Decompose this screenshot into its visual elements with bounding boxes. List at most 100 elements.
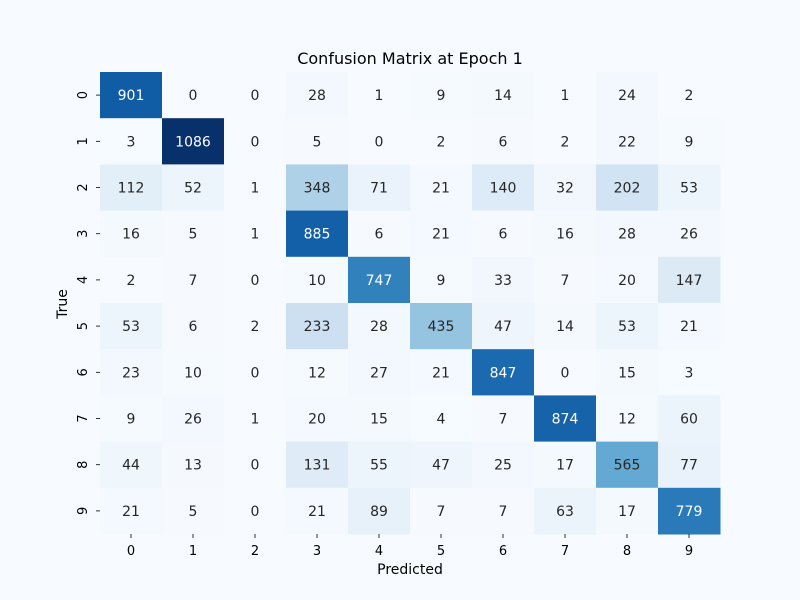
heatmap-cell (100, 72, 163, 119)
cell-value-label: 10 (184, 365, 202, 381)
heatmap-cell (286, 256, 349, 304)
cell-value-label: 7 (561, 273, 570, 289)
y-tick-label: 6 (76, 368, 91, 376)
cell-value-label: 4 (437, 412, 446, 428)
x-tick-label: 6 (499, 544, 507, 559)
cell-value-label: 7 (189, 273, 198, 289)
heatmap-cell (100, 256, 163, 304)
cell-value-label: 2 (251, 319, 260, 335)
heatmap-cell (162, 487, 225, 535)
cell-value-label: 32 (556, 181, 574, 197)
y-tick-label: 0 (76, 91, 91, 99)
x-tick-label: 7 (561, 544, 569, 559)
cell-value-label: 53 (680, 181, 698, 197)
y-tick-label: 9 (76, 507, 91, 515)
heatmap-cell (224, 72, 287, 119)
heatmap-cell (348, 72, 411, 119)
cell-value-label: 0 (251, 365, 260, 381)
cell-value-label: 52 (184, 181, 202, 197)
heatmap-cell (410, 210, 473, 258)
heatmap-cell (596, 487, 659, 535)
cell-value-label: 28 (618, 227, 636, 243)
cell-value-label: 1 (251, 412, 260, 428)
heatmap-cell (224, 487, 287, 535)
cell-value-label: 0 (251, 504, 260, 520)
heatmap-cell (162, 256, 225, 304)
cell-value-label: 6 (375, 227, 384, 243)
heatmap-cell (348, 349, 411, 396)
cell-value-label: 77 (680, 458, 698, 474)
cell-value-label: 3 (127, 134, 136, 150)
heatmap-cell (162, 395, 225, 443)
cell-value-label: 28 (370, 319, 388, 335)
cell-value-label: 1 (251, 227, 260, 243)
heatmap-cell (410, 441, 473, 489)
cell-value-label: 14 (556, 319, 574, 335)
y-tick-label: 7 (76, 414, 91, 422)
cell-value-label: 435 (428, 319, 455, 335)
cell-value-label: 16 (122, 227, 140, 243)
heatmap-cell (348, 395, 411, 443)
heatmap-cell (410, 303, 473, 350)
cell-value-label: 779 (676, 504, 703, 520)
cell-value-label: 6 (499, 227, 508, 243)
heatmap-cell (472, 487, 535, 535)
heatmap-cell (286, 210, 349, 258)
cell-value-label: 0 (561, 365, 570, 381)
heatmap-cell (658, 72, 721, 119)
cell-value-label: 565 (614, 458, 641, 474)
cell-value-label: 21 (122, 504, 140, 520)
heatmap-cell (100, 164, 163, 212)
heatmap-cell (224, 256, 287, 304)
heatmap-cell (596, 395, 659, 443)
cell-value-label: 140 (490, 181, 517, 197)
x-tick-label: 5 (437, 544, 445, 559)
heatmap-cell (286, 349, 349, 396)
cell-value-label: 17 (556, 458, 574, 474)
heatmap-cell (286, 395, 349, 443)
heatmap-cell (286, 487, 349, 535)
cell-value-label: 20 (308, 412, 326, 428)
heatmap-cell (162, 164, 225, 212)
heatmap-cell (348, 164, 411, 212)
cell-value-label: 28 (308, 88, 326, 104)
cell-value-label: 22 (618, 134, 636, 150)
cell-value-label: 233 (304, 319, 331, 335)
heatmap-cell (596, 303, 659, 350)
x-axis-label: Predicted (377, 562, 443, 578)
heatmap-cell (472, 72, 535, 119)
cell-value-label: 89 (370, 504, 388, 520)
cell-value-label: 6 (189, 319, 198, 335)
x-tick-label: 3 (313, 544, 321, 559)
cell-value-label: 47 (494, 319, 512, 335)
cell-value-label: 55 (370, 458, 388, 474)
heatmap-cell (100, 118, 163, 165)
heatmap-cell (162, 210, 225, 258)
cell-value-label: 147 (676, 273, 703, 289)
heatmap-cell (286, 164, 349, 212)
cell-value-label: 1 (375, 88, 384, 104)
heatmap-cell (658, 395, 721, 443)
cell-value-label: 2 (685, 88, 694, 104)
y-tick-label: 5 (76, 322, 91, 330)
heatmap-cell (596, 349, 659, 396)
heatmap-cell (534, 395, 597, 443)
cell-value-label: 5 (189, 504, 198, 520)
cell-value-label: 112 (118, 181, 145, 197)
y-tick-label: 8 (76, 461, 91, 469)
cell-value-label: 3 (685, 365, 694, 381)
cell-value-label: 1086 (175, 134, 211, 150)
heatmap-cell (534, 72, 597, 119)
cell-value-label: 9 (127, 412, 136, 428)
cell-value-label: 21 (432, 227, 450, 243)
heatmap-cell (596, 118, 659, 165)
cell-value-label: 13 (184, 458, 202, 474)
cell-value-label: 885 (304, 227, 331, 243)
heatmap-cell (658, 210, 721, 258)
cell-value-label: 0 (251, 134, 260, 150)
heatmap-cell (224, 349, 287, 396)
x-tick-label: 0 (127, 544, 135, 559)
cell-value-label: 21 (432, 365, 450, 381)
